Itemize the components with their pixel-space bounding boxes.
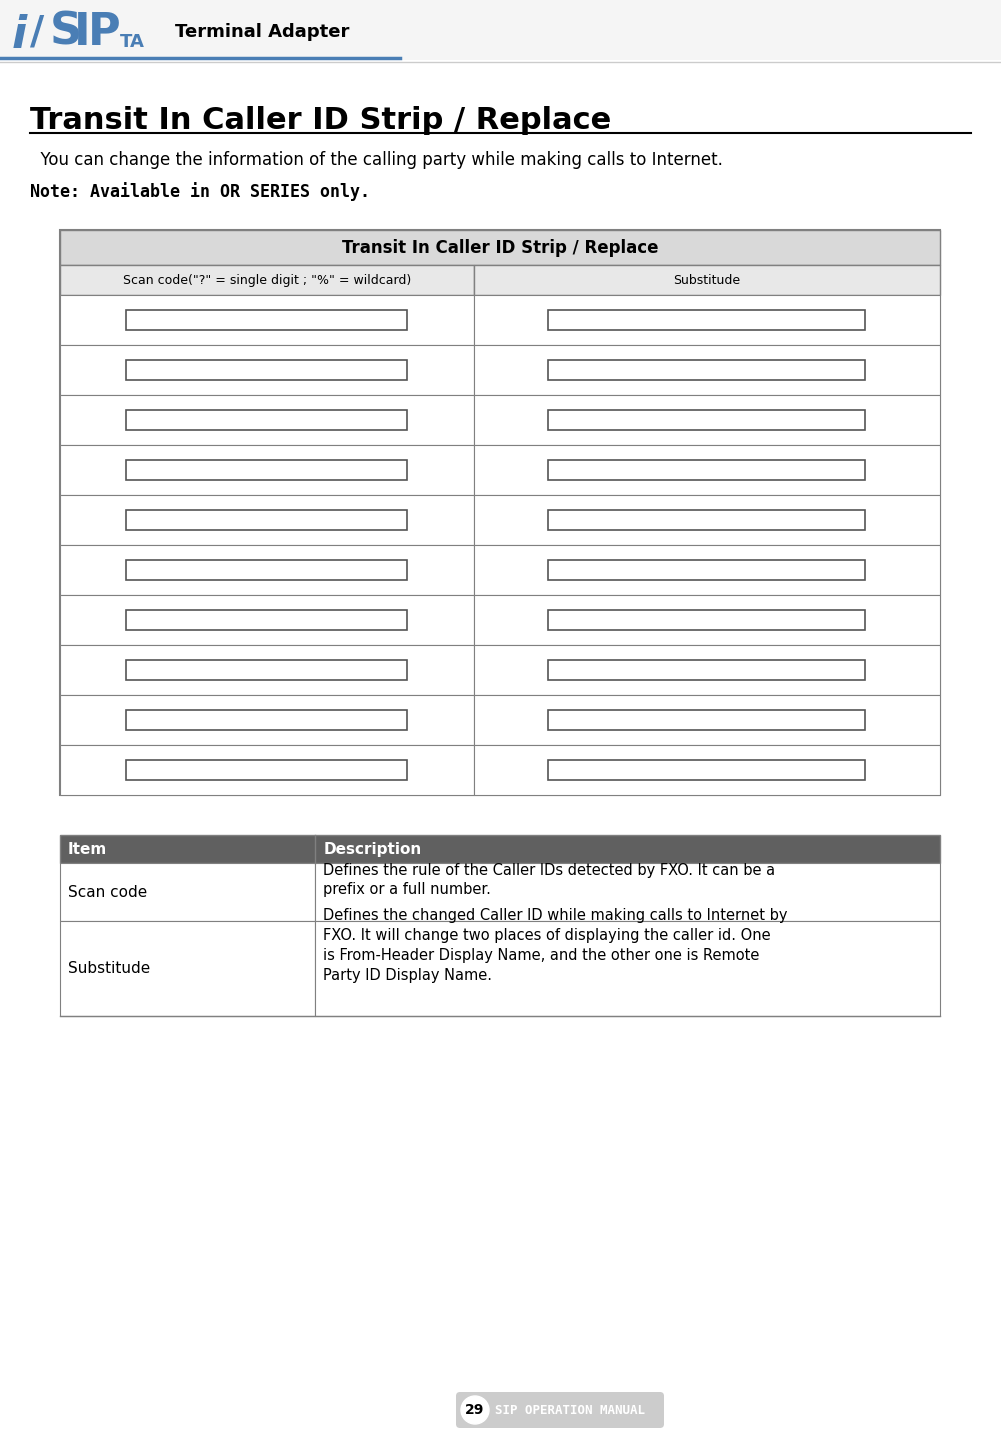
Text: Transit In Caller ID Strip / Replace: Transit In Caller ID Strip / Replace [341, 238, 659, 257]
Bar [549, 410, 866, 431]
Text: P: P [88, 10, 121, 54]
Bar [126, 460, 407, 480]
Bar [473, 494, 940, 545]
Bar [60, 231, 940, 795]
Bar [473, 394, 940, 445]
Bar [126, 710, 407, 729]
Bar [473, 345, 940, 394]
Text: I: I [74, 10, 91, 54]
Bar [473, 745, 940, 795]
Bar [60, 645, 473, 695]
Bar [549, 510, 866, 531]
Text: Terminal Adapter: Terminal Adapter [175, 23, 349, 41]
Bar [60, 445, 473, 494]
Bar [126, 760, 407, 780]
Bar [60, 545, 473, 594]
Text: TA: TA [120, 33, 145, 51]
Bar [549, 660, 866, 680]
Text: Transit In Caller ID Strip / Replace: Transit In Caller ID Strip / Replace [30, 106, 612, 135]
Text: /: / [30, 13, 44, 51]
Text: 29: 29 [465, 1404, 484, 1417]
Text: Substitude: Substitude [674, 274, 741, 287]
Bar [126, 660, 407, 680]
Bar [473, 294, 940, 345]
Bar [315, 863, 940, 921]
Text: Note: Available in OR SERIES only.: Note: Available in OR SERIES only. [30, 183, 370, 202]
Bar [473, 645, 940, 695]
Bar [60, 294, 473, 345]
Bar [549, 560, 866, 580]
Bar [126, 510, 407, 531]
Bar [549, 310, 866, 331]
Text: You can change the information of the calling party while making calls to Intern: You can change the information of the ca… [30, 151, 723, 170]
Text: i: i [12, 13, 27, 57]
Bar [60, 494, 473, 545]
Bar [60, 265, 473, 294]
Text: Substitude: Substitude [68, 961, 150, 976]
Bar [126, 310, 407, 331]
FancyBboxPatch shape [456, 1392, 664, 1428]
Bar [315, 921, 940, 1016]
Bar [60, 835, 940, 863]
Text: Description: Description [323, 841, 421, 857]
Text: Scan code: Scan code [68, 884, 147, 899]
Bar [60, 231, 940, 265]
Bar [60, 594, 473, 645]
Text: S: S [50, 10, 82, 54]
Text: Defines the rule of the Caller IDs detected by FXO. It can be a
prefix or a full: Defines the rule of the Caller IDs detec… [323, 863, 776, 898]
Bar [549, 760, 866, 780]
Bar [473, 265, 940, 294]
Bar [126, 560, 407, 580]
Bar [126, 610, 407, 629]
Bar [473, 445, 940, 494]
Text: SIP OPERATION MANUAL: SIP OPERATION MANUAL [495, 1404, 645, 1417]
Bar [60, 745, 473, 795]
Bar [60, 345, 473, 394]
Bar [549, 460, 866, 480]
Text: Item: Item [68, 841, 107, 857]
Text: Defines the changed Caller ID while making calls to Internet by
FXO. It will cha: Defines the changed Caller ID while maki… [323, 908, 788, 983]
Text: Scan code("?" = single digit ; "%" = wildcard): Scan code("?" = single digit ; "%" = wil… [123, 274, 411, 287]
Bar [60, 863, 315, 921]
Bar [60, 921, 315, 1016]
Bar [549, 710, 866, 729]
Bar [549, 610, 866, 629]
Bar [0, 0, 1001, 59]
Bar [60, 695, 473, 745]
Circle shape [461, 1396, 489, 1424]
Bar [60, 394, 473, 445]
Bar [473, 545, 940, 594]
Bar [549, 360, 866, 380]
Bar [473, 594, 940, 645]
Bar [473, 695, 940, 745]
Bar [126, 360, 407, 380]
Bar [126, 410, 407, 431]
